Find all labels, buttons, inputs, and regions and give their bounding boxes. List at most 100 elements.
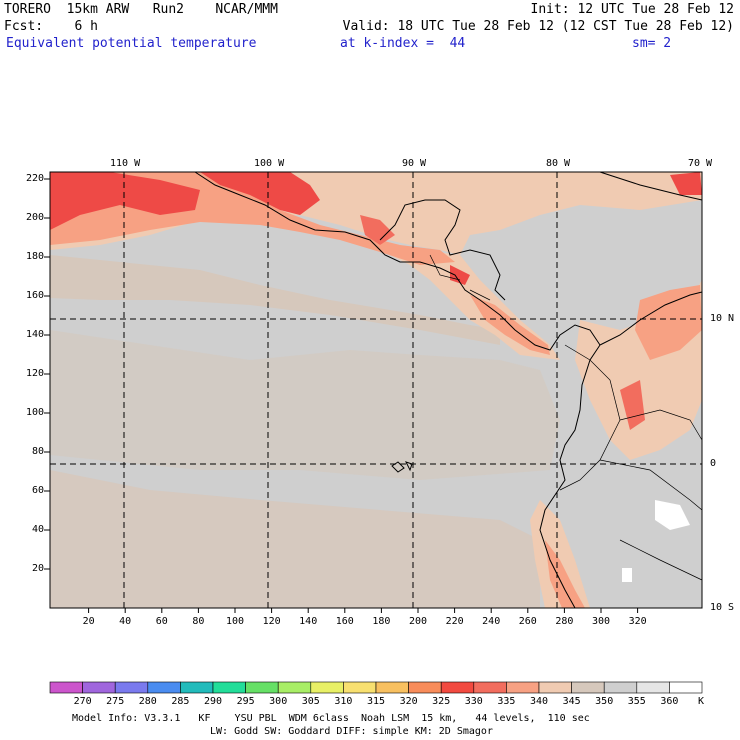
colorbar-swatch	[49, 681, 83, 694]
colorbar-swatch	[212, 681, 246, 694]
colorbar-swatch	[408, 681, 442, 694]
colorbar-label: 270	[73, 696, 92, 707]
coral-colombia-interior	[620, 380, 645, 430]
x-tick-label: 140	[299, 616, 318, 627]
x-tick-label: 160	[335, 616, 354, 627]
model-info: Model Info: V3.3.1 KF YSU PBL WDM 6class…	[72, 713, 590, 724]
graticule	[50, 172, 702, 608]
y-tick-label: 140	[25, 329, 44, 340]
colorbar-label: 285	[171, 696, 190, 707]
lon-label-90w: 90 W	[402, 158, 427, 169]
colorbar-swatch	[506, 681, 540, 694]
y-tick-label: 220	[25, 173, 44, 184]
colorbar-label: 360	[660, 696, 679, 707]
forecast-hour: Fcst: 6 h	[4, 19, 98, 34]
salmon-peru-coast	[545, 540, 585, 608]
axis-ticks	[44, 178, 639, 613]
colorbar-swatch	[343, 681, 377, 694]
y-tick-label: 40	[31, 524, 44, 535]
x-tick-label: 220	[445, 616, 464, 627]
colorbar-swatch	[636, 681, 670, 694]
lat-label-10s: 10 S	[710, 602, 735, 613]
x-tick-label: 260	[518, 616, 537, 627]
colorbar-label: 275	[106, 696, 125, 707]
x-tick-label: 40	[119, 616, 132, 627]
red-nicaragua	[450, 265, 470, 285]
light-andes-patch	[655, 500, 690, 530]
colorbar-label: 310	[334, 696, 353, 707]
colorbar-label: 305	[301, 696, 320, 707]
gulf-coastline	[379, 199, 506, 301]
colorbar-label: 335	[497, 696, 516, 707]
red-caribbean	[670, 172, 702, 195]
lon-label-100w: 100 W	[254, 158, 285, 169]
y-tick-label: 200	[25, 212, 44, 223]
colorbar-swatch	[669, 681, 703, 694]
colorbar-swatch	[571, 681, 605, 694]
colorbar-label: 340	[529, 696, 549, 707]
salmon-venezuela	[635, 285, 702, 360]
x-tick-label: 80	[192, 616, 205, 627]
smoothing-label: sm= 2	[632, 36, 672, 51]
border-1	[429, 254, 461, 281]
valid-time: Valid: 18 UTC Tue 28 Feb 12 (12 CST Tue …	[342, 19, 734, 34]
red-west-corner	[50, 172, 200, 230]
lat-label-10n: 10 N	[710, 313, 735, 324]
x-tick-label: 180	[372, 616, 391, 627]
x-tick-label: 20	[82, 616, 95, 627]
cuba-fragment	[599, 171, 703, 201]
y-tick-label: 160	[25, 290, 44, 301]
colorbar-label: 330	[464, 696, 483, 707]
y-tick-label: 20	[31, 563, 44, 574]
galapagos	[391, 461, 413, 473]
y-tick-label: 60	[31, 485, 44, 496]
map-frame	[49, 171, 703, 609]
colorbar-label: 295	[236, 696, 255, 707]
model-title: TORERO 15km ARW Run2 NCAR/MMM	[4, 2, 278, 17]
borders	[429, 254, 703, 581]
colorbar-swatch	[114, 681, 149, 694]
light-andes-patch-2	[622, 568, 632, 582]
lon-label-80w: 80 W	[546, 158, 571, 169]
colorbar-swatch	[538, 681, 572, 694]
x-tick-label: 320	[628, 616, 647, 627]
x-tick-label: 240	[482, 616, 501, 627]
caribbean-coast	[599, 291, 703, 346]
colorbar-label: 350	[595, 696, 614, 707]
colorbar-swatch	[277, 681, 312, 694]
physics-info: LW: Godd SW: Goddard DIFF: simple KM: 2D…	[210, 726, 493, 737]
x-tick-label: 100	[225, 616, 245, 627]
colorbar-swatch	[180, 681, 214, 694]
colorbar-label: 355	[627, 696, 646, 707]
colorbar-unit: K	[697, 696, 705, 707]
lat-label-0: 0	[710, 458, 717, 469]
lon-label-70w: 70 W	[688, 158, 713, 169]
colorbar-swatch	[82, 681, 116, 694]
border-4	[619, 409, 703, 441]
red-mexico-coast	[200, 172, 320, 215]
colorbar-label: 300	[269, 696, 288, 707]
colorbar-swatch	[440, 681, 475, 694]
border-6	[619, 539, 703, 581]
colorbar-swatch	[147, 681, 181, 694]
x-tick-label: 120	[262, 616, 281, 627]
tan-band-north	[50, 255, 500, 345]
colorbar	[49, 681, 703, 694]
colorbar-label: 345	[562, 696, 581, 707]
y-tick-label: 180	[25, 251, 44, 262]
field-name: Equivalent potential temperature	[6, 36, 257, 51]
tan-band-mid	[50, 330, 560, 480]
theta-e-field	[50, 172, 702, 608]
y-tick-label: 80	[31, 446, 44, 457]
x-tick-label: 60	[155, 616, 168, 627]
colorbar-label: 320	[399, 696, 418, 707]
coastlines	[194, 171, 703, 609]
init-time: Init: 12 UTC Tue 28 Feb 12	[530, 2, 735, 17]
x-tick-label: 200	[408, 616, 428, 627]
sa-coastline	[539, 344, 601, 609]
level-label: at k-index = 44	[340, 36, 466, 51]
border-5	[599, 459, 703, 511]
x-tick-label: 300	[591, 616, 611, 627]
colorbar-swatch	[603, 681, 638, 694]
